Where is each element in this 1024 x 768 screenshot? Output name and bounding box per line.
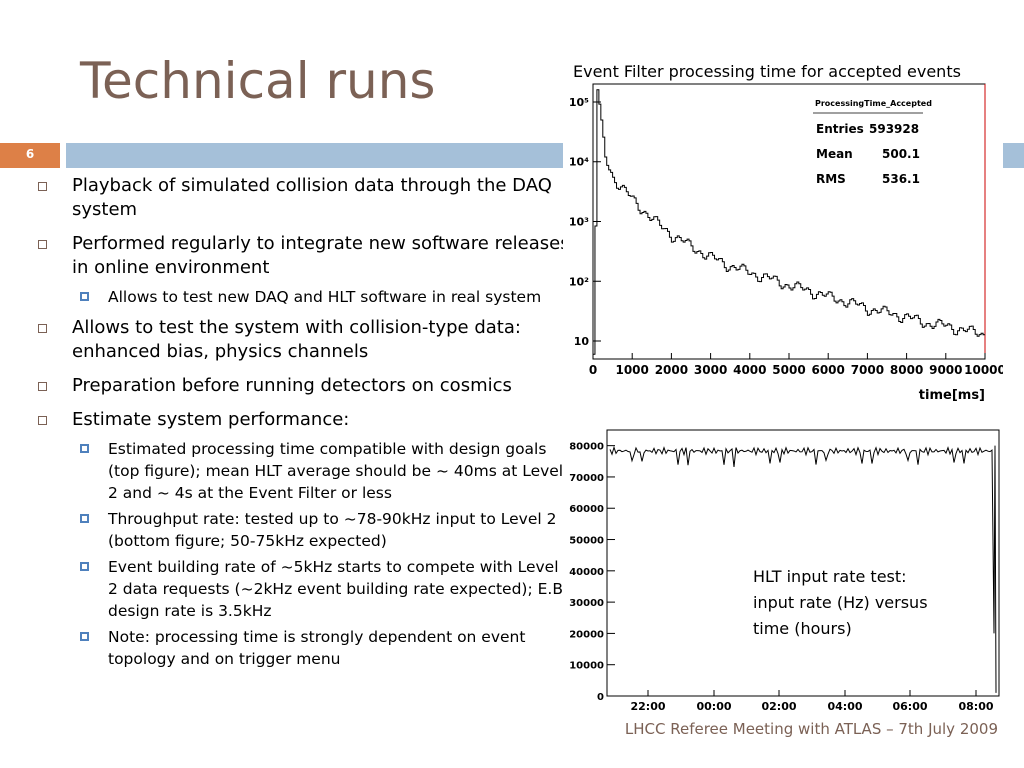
- y-tick-label: 10⁵: [569, 96, 589, 109]
- plot-frame: [592, 83, 986, 360]
- bullet-marker: [38, 416, 47, 425]
- bullet-text: Performed regularly to integrate new sof…: [72, 233, 570, 278]
- bullet-marker: [38, 240, 47, 249]
- y-tick-label: 10³: [569, 216, 589, 229]
- x-tick-label: 08:00: [958, 700, 993, 713]
- bullet-marker: [38, 182, 47, 191]
- bullet-marker: [38, 324, 47, 333]
- bullet-item: Preparation before running detectors on …: [36, 374, 571, 398]
- y-tick-label: 30000: [569, 598, 604, 609]
- slide-number: 6: [25, 147, 35, 161]
- rate-line: [609, 445, 997, 693]
- y-tick-label: 20000: [569, 629, 604, 640]
- x-tick-label: 1000: [615, 363, 648, 377]
- x-tick-label: 00:00: [696, 700, 731, 713]
- sub-bullet-item: Allows to test new DAQ and HLT software …: [72, 286, 571, 308]
- x-tick-label: 10000: [964, 363, 1003, 377]
- sub-bullet-marker: [80, 444, 89, 453]
- sub-bullet-marker: [80, 632, 89, 641]
- x-tick-label: 4000: [733, 363, 766, 377]
- histogram-line: [593, 89, 985, 355]
- x-tick-label: 2000: [655, 363, 688, 377]
- x-tick-label: 6000: [811, 363, 844, 377]
- bottom-plot-caption: HLT input rate test: input rate (Hz) ver…: [753, 564, 928, 642]
- x-tick-label: 9000: [929, 363, 962, 377]
- sub-bullet-marker: [80, 292, 89, 301]
- caption-line: input rate (Hz) versus: [753, 593, 928, 612]
- stat-value: 536.1: [882, 172, 920, 186]
- bullet-text: Playback of simulated collision data thr…: [72, 175, 552, 220]
- slide-number-bar: 6: [0, 143, 60, 168]
- stats-title: ProcessingTime_Accepted: [815, 99, 932, 108]
- stat-value: 593928: [869, 122, 919, 136]
- caption-line: time (hours): [753, 619, 852, 638]
- y-tick-label: 80000: [569, 442, 604, 453]
- sub-bullet-text: Estimated processing time compatible wit…: [108, 440, 564, 502]
- footer: LHCC Referee Meeting with ATLAS – 7th Ju…: [624, 720, 998, 738]
- y-tick-label: 50000: [569, 536, 604, 547]
- x-tick-label: 8000: [890, 363, 923, 377]
- stat-label: RMS: [816, 172, 846, 186]
- sub-bullet-item: Estimated processing time compatible wit…: [72, 438, 571, 504]
- stat-value: 500.1: [882, 147, 920, 161]
- processing-time-chart: 0 1000 2000 3000 4000 5000 6000 7000 8000 9000 100…: [563, 82, 1003, 412]
- bullet-item: Allows to test the system with collision…: [36, 316, 571, 364]
- y-tick-label: 10000: [569, 661, 604, 672]
- y-tick-label: 40000: [569, 567, 604, 578]
- bullet-item: Performed regularly to integrate new sof…: [36, 232, 571, 280]
- caption-line: HLT input rate test:: [753, 567, 907, 586]
- x-axis-label: time[ms]: [919, 388, 985, 403]
- y-tick-label: 10: [574, 335, 590, 348]
- bullet-text: Allows to test the system with collision…: [72, 317, 521, 362]
- sub-bullet-text: Allows to test new DAQ and HLT software …: [108, 288, 542, 306]
- y-tick-label: 0: [597, 692, 604, 703]
- stat-label: Entries: [816, 122, 864, 136]
- stat-label: Mean: [816, 147, 853, 161]
- x-tick-label: 22:00: [630, 700, 665, 713]
- x-tick-label: 7000: [851, 363, 884, 377]
- top-plot-caption: Event Filter processing time for accepte…: [573, 62, 961, 81]
- y-tick-label: 10²: [569, 275, 589, 288]
- x-tick-label: 04:00: [827, 700, 862, 713]
- sub-bullet-text: Note: processing time is strongly depend…: [108, 628, 526, 668]
- x-tick-label: 02:00: [761, 700, 796, 713]
- y-tick-label: 60000: [569, 504, 604, 515]
- sub-bullet-item: Note: processing time is strongly depend…: [72, 626, 571, 670]
- x-tick-label: 0: [589, 363, 597, 377]
- input-rate-chart: 22:00 00:00 02:00 04:00 06:00 08:00 0 10000 2000…: [563, 428, 1003, 713]
- sub-bullet-marker: [80, 514, 89, 523]
- stats-box: ProcessingTime_Accepted Entries 593928 M…: [808, 94, 932, 198]
- bullet-text: Preparation before running detectors on …: [72, 375, 512, 396]
- sub-bullet-item: Throughput rate: tested up to ~78-90kHz …: [72, 508, 571, 552]
- bullet-item: Playback of simulated collision data thr…: [36, 174, 571, 222]
- bullet-item: Estimate system performance:: [36, 408, 571, 432]
- sub-bullet-marker: [80, 562, 89, 571]
- bullet-text: Estimate system performance:: [72, 409, 350, 430]
- y-tick-label: 10⁴: [569, 156, 589, 169]
- y-tick-label: 70000: [569, 473, 604, 484]
- x-tick-label: 3000: [694, 363, 727, 377]
- plot-frame: [606, 429, 1000, 697]
- sub-bullet-item: Event building rate of ~5kHz starts to c…: [72, 556, 571, 622]
- sub-bullet-text: Event building rate of ~5kHz starts to c…: [108, 558, 568, 620]
- x-tick-label: 06:00: [892, 700, 927, 713]
- x-tick-label: 5000: [772, 363, 805, 377]
- slide-title: Technical runs: [80, 52, 436, 110]
- sub-bullet-text: Throughput rate: tested up to ~78-90kHz …: [108, 510, 557, 550]
- bullet-marker: [38, 382, 47, 391]
- bullet-list: Playback of simulated collision data thr…: [36, 174, 571, 678]
